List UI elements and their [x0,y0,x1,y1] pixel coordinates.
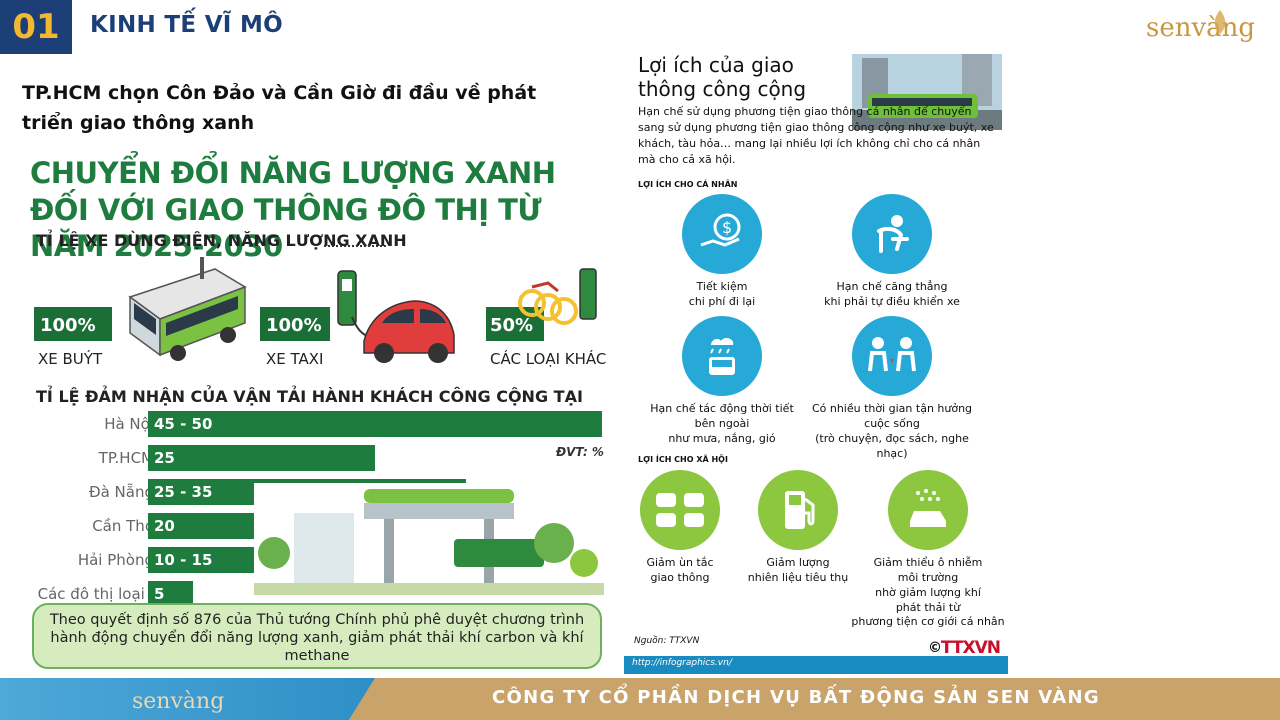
footer-blue-panel [0,678,375,720]
city-name: Đà Nẵng [88,483,154,501]
city-name: TP.HCM [98,449,154,467]
benefits-intro: Hạn chế sử dụng phương tiện giao thông c… [638,105,994,166]
city-name: Hà Nội [104,415,154,433]
ttxvn-logo: TTXVN [940,638,1001,658]
footer-sen-vang-logo: senvàng [132,689,224,714]
traffic-jam-icon [640,470,720,550]
infographic-footer-bar: http://infographics.vn/ [624,656,1008,674]
benefit-caption: Giảm thiểu ô nhiễm môi trường nhờ giảm l… [851,556,1005,629]
money-hand-icon: $ [682,194,762,274]
benefit-less-stress: Hạn chế căng thẳng khi phải tự điều khiể… [802,194,982,310]
benefit-caption: Giảm ùn tắc giao thông [646,556,714,584]
city-bar-value: 20 [154,517,175,535]
unit-label: ĐVT: % [556,445,604,459]
electric-bike-illustration [518,268,597,325]
benefit-caption: Giảm lượng nhiên liệu tiêu thụ [747,556,849,584]
footer-banner: senvàng CÔNG TY CỔ PHẦN DỊCH VỤ BẤT ĐỘNG… [0,678,1280,720]
benefit-enjoy-time: Có nhiều thời gian tận hưởng cuộc sống (… [802,316,982,461]
benefit-caption: Có nhiều thời gian tận hưởng cuộc sống (… [811,402,973,460]
dotted-divider [324,245,386,247]
decree-note: Theo quyết định số 876 của Thủ tướng Chí… [32,603,602,669]
ev-label-bus: XE BUÝT [38,350,103,368]
city-bar-value: 10 - 15 [154,551,213,569]
electric-bus-illustration [128,257,247,361]
benefits-title: Lợi ích của giao thông công cộng [638,53,807,101]
benefit-caption: Hạn chế tác động thời tiết bên ngoài như… [650,402,794,445]
green-city-illustration [254,483,604,595]
city-name: Cần Thơ [92,517,154,535]
copyright-symbol: © [928,640,942,656]
public-transport-benefits-infographic: Lợi ích của giao thông công cộng Hạn chế… [620,48,1012,676]
logo-text: senvàng [1146,13,1255,43]
benefit-less-congestion: Giảm ùn tắc giao thông [590,470,770,586]
benefit-less-fuel: Giảm lượng nhiên liệu tiêu thụ [708,470,888,586]
source-label: Nguồn: TTXVN [634,636,700,646]
ev-value-taxi: 100% [266,315,322,336]
city-bar: 25 [148,445,375,471]
ev-band-taxi [260,307,330,341]
social-benefits-heading: LỢI ÍCH CHO XÃ HỘI [638,455,728,464]
ev-section-title: TỈ LỆ XE DÙNG ĐIỆN, NĂNG LƯỢNG XANH [36,231,407,250]
section-title: KINH TẾ VĨ MÔ [90,12,283,38]
source-url-link[interactable]: http://infographics.vn/ [632,658,732,668]
city-name: Hải Phòng [77,551,154,569]
personal-benefits-heading: LỢI ÍCH CHO CÁ NHÂN [638,180,738,189]
people-chatting-icon [852,316,932,396]
city-bar: 45 - 50 [148,411,602,437]
benefit-caption: Tiết kiệm chi phí đi lại [688,280,756,308]
benefit-caption: Hạn chế căng thẳng khi phải tự điều khiể… [824,280,960,308]
city-row: TP.HCM 25 [24,445,614,471]
ev-band-other [486,307,544,341]
section-number-badge: 01 [0,0,72,54]
car-emission-icon [888,470,968,550]
benefit-weather: Hạn chế tác động thời tiết bên ngoài như… [632,316,812,447]
svg-text:$: $ [722,218,732,237]
brt-bus-photo [852,54,1002,130]
city-bar-value: 5 [154,585,165,603]
infographic-title: CHUYỂN ĐỔI NĂNG LƯỢNG XANH ĐỐI VỚI GIAO … [30,156,556,264]
modal-share-title: TỈ LỆ ĐẢM NHẬN CỦA VẬN TẢI HÀNH KHÁCH CÔ… [36,387,583,406]
company-name: CÔNG TY CỔ PHẦN DỊCH VỤ BẤT ĐỘNG SẢN SEN… [492,687,1100,708]
city-bar-value: 25 [154,449,175,467]
city-name: Các đô thị loại I [37,585,154,603]
ev-value-other: 50% [490,315,534,336]
relaxed-person-icon [852,194,932,274]
green-transport-infographic: CHUYỂN ĐỔI NĂNG LƯỢNG XANH ĐỐI VỚI GIAO … [24,145,614,675]
benefit-less-pollution: Giảm thiểu ô nhiễm môi trường nhờ giảm l… [838,470,1018,630]
city-bar-value: 45 - 50 [154,415,213,433]
ev-band-bus [34,307,112,341]
city-bar: 5 [148,581,194,607]
ev-label-other: CÁC LOẠI KHÁC [490,350,607,368]
weather-bus-icon [682,316,762,396]
city-row: Hà Nội 45 - 50 [24,411,614,437]
ev-label-taxi: XE TAXI [266,350,324,368]
benefit-save-cost: $ Tiết kiệm chi phí đi lại [632,194,812,310]
electric-taxi-illustration [337,270,455,363]
sen-vang-logo: senvàng [1146,10,1255,43]
city-bar-value: 25 - 35 [154,483,213,501]
fuel-pump-icon [758,470,838,550]
page-headline: TP.HCM chọn Côn Đảo và Cần Giờ đi đầu về… [22,82,537,135]
ev-value-bus: 100% [40,315,96,336]
footer-logo-text: senvàng [132,689,224,714]
